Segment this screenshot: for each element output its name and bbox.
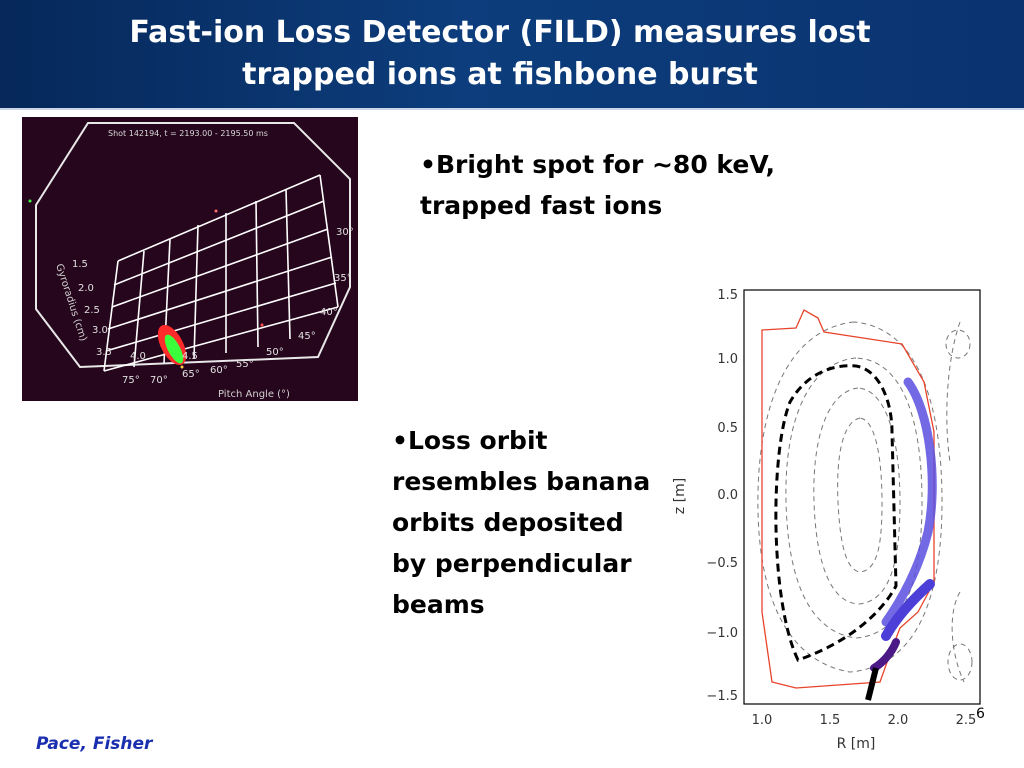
title-bar: Fast-ion Loss Detector (FILD) measures l… [0,0,1024,110]
orbit-start [870,638,900,672]
title-line-1: Fast-ion Loss Detector (FILD) measures l… [129,15,871,50]
pitch-tick: 30° [336,227,354,238]
y-axis-label: z [m] [672,478,688,514]
y-tick: 1.5 [717,288,738,303]
orbit-plot: 1.5 1.0 0.5 0.0 −0.5 −1.0 −1.5 1.0 1.5 2… [672,288,981,752]
flux-contours [757,321,973,683]
y-tick: 0.5 [717,421,738,436]
pitch-tick: 45° [298,331,316,342]
y-tick: −1.5 [706,689,738,704]
x-axis-label: R [m] [837,736,876,752]
footer-authors: Pace, Fisher [36,734,153,754]
y-tick: −1.0 [706,626,738,641]
y-tick: 0.0 [717,488,738,503]
pitch-axis-label: Pitch Angle (°) [218,389,290,400]
pitch-tick: 65° [182,369,200,380]
strike-map-grid [103,174,339,372]
x-tick: 2.0 [888,713,909,728]
separatrix [774,364,898,662]
y-tick: −0.5 [706,556,738,571]
pitch-tick: 60° [210,365,228,376]
x-tick: 1.0 [752,713,773,728]
title-line-2: trapped ions at fishbone burst [242,57,758,92]
bullet-loss-orbit: •Loss orbit resembles banana orbits depo… [392,426,651,619]
pitch-tick: 70° [150,375,168,386]
detector-frame [35,122,351,369]
slide-title: Fast-ion Loss Detector (FILD) measures l… [0,12,1000,96]
pitch-tick: 35° [334,273,352,284]
bullet-bright-spot: •Bright spot for ~80 keV, trapped fast i… [420,150,775,220]
x-tick: 2.5 [956,713,977,728]
beam-path [865,667,879,701]
gyro-tick: 4.0 [130,351,146,362]
gyro-tick: 2.0 [78,283,94,294]
gyro-tick: 2.5 [84,305,100,316]
page-number: 6 [976,706,985,722]
gyro-tick: 1.5 [72,259,88,270]
pitch-tick: 50° [266,347,284,358]
pitch-tick: 55° [236,359,254,370]
gyro-tick: 3.5 [96,347,112,358]
pitch-tick: 40° [320,307,338,318]
y-tick: 1.0 [717,352,738,367]
gyro-tick: 3.0 [92,325,108,336]
loss-orbit-inner [881,579,935,641]
loss-orbit-outer [881,377,937,627]
pitch-tick: 75° [122,375,140,386]
fild-background [22,117,358,401]
fild-header: Shot 142194, t = 2193.00 - 2195.50 ms [108,129,268,138]
gyro-tick: 4.5 [182,351,198,362]
fild-image: Shot 142194, t = 2193.00 - 2195.50 ms 1.… [22,117,358,401]
bright-spot-core [164,334,184,364]
plot-frame [743,289,981,705]
x-tick: 1.5 [820,713,841,728]
